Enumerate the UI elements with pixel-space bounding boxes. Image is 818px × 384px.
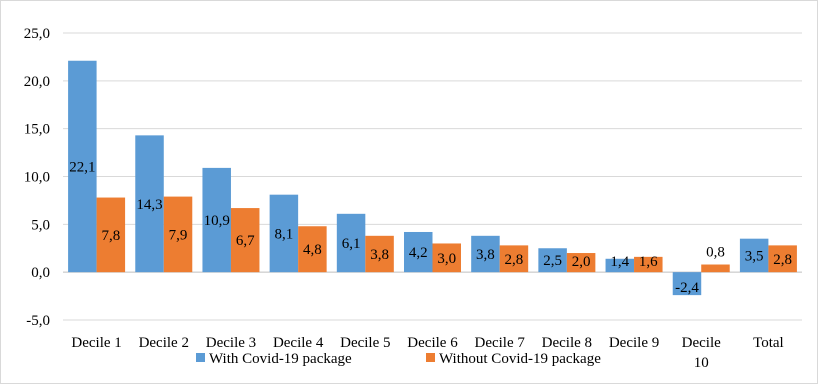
data-label: 6,1 <box>342 236 361 252</box>
bar-with-package <box>471 235 500 273</box>
x-tick-label: Decile 5 <box>340 335 390 351</box>
bar-without-package <box>701 264 730 273</box>
data-label: 1,6 <box>639 254 658 270</box>
bars <box>68 60 797 296</box>
x-axis-tick-labels: Decile 1 Decile 2 Decile 3 Decile 4 Decile 5… <box>71 335 783 371</box>
bar-without-package <box>365 235 394 273</box>
x-tick-label: Total <box>753 335 784 351</box>
bar-without-package <box>432 243 461 273</box>
y-axis-tick-labels: -5,0 0,0 5,0 10,0 15,0 20,0 25,0 <box>24 26 50 329</box>
x-tick-label: Decile 8 <box>542 335 592 351</box>
data-labels: 22,1 14,3 10,9 8,1 6,1 4,2 3,8 2,5 1,4 -2,4 3,5 7,8… <box>69 159 792 296</box>
data-label: 10,9 <box>204 213 230 229</box>
data-label: 0,8 <box>706 245 725 261</box>
x-tick-label: Decile 3 <box>206 335 256 351</box>
data-label: 3,8 <box>476 247 495 263</box>
y-tick-label: -5,0 <box>26 313 50 329</box>
y-tick-label: 25,0 <box>24 26 50 42</box>
bar-with-package <box>672 272 702 296</box>
data-label: 2,5 <box>543 253 562 269</box>
x-tick-label: Decile 6 <box>407 335 458 351</box>
bar-with-package <box>68 60 97 273</box>
bar-with-package <box>605 258 635 273</box>
y-tick-label: 10,0 <box>24 170 50 186</box>
bar-without-package <box>163 196 193 273</box>
x-tick-label: Decile 1 <box>71 335 121 351</box>
bar-without-package <box>566 253 596 273</box>
data-label: 2,8 <box>773 252 792 268</box>
x-tick-label: Decile 9 <box>609 335 659 351</box>
data-label: 3,8 <box>370 247 389 263</box>
legend-label: With Covid-19 package <box>209 351 352 367</box>
data-label: 8,1 <box>275 226 294 242</box>
data-label: 1,4 <box>610 254 629 270</box>
legend-swatch <box>196 353 205 362</box>
data-label: 2,8 <box>505 252 524 268</box>
bar-with-package <box>336 213 366 273</box>
bar-without-package <box>634 256 663 273</box>
bar-with-package <box>202 167 231 273</box>
data-label: 4,2 <box>409 245 428 261</box>
bar-without-package <box>230 208 260 273</box>
data-label: -2,4 <box>675 280 699 296</box>
y-tick-label: 20,0 <box>24 74 50 90</box>
x-tick-label: Decile 2 <box>139 335 189 351</box>
bar-without-package <box>499 245 529 273</box>
data-label: 2,0 <box>572 254 591 270</box>
legend-swatch <box>426 353 435 362</box>
data-label: 7,9 <box>169 227 188 243</box>
bar-with-package <box>269 194 299 273</box>
x-tick-label: Decile 10 <box>682 335 721 371</box>
bar-with-package <box>404 231 433 273</box>
data-label: 3,0 <box>437 251 456 267</box>
bar-with-package <box>538 248 567 273</box>
legend: With Covid-19 package Without Covid-19 pa… <box>196 351 601 367</box>
x-tick-label: Decile 4 <box>273 335 324 351</box>
bar-without-package <box>768 245 797 273</box>
data-label: 3,5 <box>745 248 764 264</box>
bar-without-package <box>96 197 126 273</box>
y-tick-label: 15,0 <box>24 122 50 138</box>
data-label: 4,8 <box>303 242 322 258</box>
data-label: 6,7 <box>236 233 255 249</box>
y-tick-label: 0,0 <box>31 265 50 281</box>
bar-with-package <box>135 135 164 273</box>
legend-label: Without Covid-19 package <box>439 351 601 367</box>
x-tick-label: Decile 7 <box>474 335 525 351</box>
y-tick-label: 5,0 <box>31 217 50 233</box>
bar-with-package <box>739 238 769 273</box>
data-label: 22,1 <box>69 159 95 175</box>
data-label: 7,8 <box>101 228 120 244</box>
data-label: 14,3 <box>136 197 162 213</box>
bar-without-package <box>298 226 327 273</box>
